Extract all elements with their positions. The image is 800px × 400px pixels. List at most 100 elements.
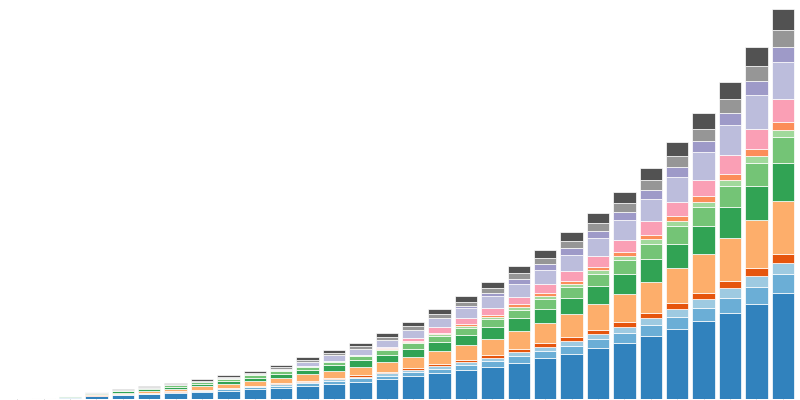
Bar [454, 302, 478, 306]
Bar [613, 274, 636, 294]
Bar [270, 386, 293, 388]
Bar [270, 378, 293, 383]
Bar [349, 377, 372, 378]
Bar [718, 112, 741, 125]
Bar [112, 392, 134, 394]
Bar [349, 349, 372, 355]
Bar [507, 284, 530, 297]
Bar [296, 362, 319, 366]
Bar [217, 391, 240, 399]
Bar [745, 95, 767, 129]
Bar [745, 220, 767, 268]
Bar [402, 326, 425, 330]
Bar [270, 364, 293, 367]
Bar [402, 338, 425, 341]
Bar [560, 354, 583, 399]
Bar [639, 235, 662, 239]
Bar [375, 376, 398, 379]
Bar [322, 384, 346, 399]
Bar [190, 386, 214, 390]
Bar [560, 248, 583, 255]
Bar [375, 362, 398, 372]
Bar [771, 201, 794, 254]
Bar [666, 268, 688, 303]
Bar [375, 355, 398, 362]
Bar [639, 336, 662, 399]
Bar [296, 386, 319, 399]
Bar [112, 391, 134, 392]
Bar [86, 396, 108, 399]
Bar [639, 168, 662, 180]
Bar [534, 264, 557, 270]
Bar [666, 142, 688, 156]
Bar [666, 244, 688, 268]
Bar [613, 252, 636, 256]
Bar [586, 231, 610, 238]
Bar [718, 82, 741, 99]
Bar [560, 255, 583, 271]
Bar [428, 342, 451, 352]
Bar [534, 358, 557, 399]
Bar [349, 355, 372, 356]
Bar [560, 241, 583, 248]
Bar [481, 282, 504, 288]
Bar [217, 388, 240, 389]
Bar [718, 298, 741, 313]
Bar [402, 330, 425, 338]
Bar [270, 383, 293, 384]
Bar [613, 342, 636, 399]
Bar [639, 325, 662, 336]
Bar [718, 156, 741, 174]
Bar [534, 296, 557, 299]
Bar [771, 274, 794, 293]
Bar [666, 156, 688, 167]
Bar [692, 254, 714, 292]
Bar [481, 288, 504, 293]
Bar [428, 366, 451, 369]
Bar [560, 341, 583, 346]
Bar [718, 186, 741, 208]
Bar [428, 318, 451, 327]
Bar [375, 374, 398, 376]
Bar [428, 334, 451, 336]
Bar [771, 122, 794, 130]
Bar [718, 180, 741, 186]
Bar [296, 366, 319, 370]
Bar [586, 286, 610, 304]
Bar [692, 202, 714, 207]
Bar [745, 66, 767, 81]
Bar [745, 276, 767, 287]
Bar [86, 394, 108, 396]
Bar [164, 384, 187, 385]
Bar [349, 378, 372, 382]
Bar [402, 376, 425, 399]
Bar [349, 375, 372, 377]
Bar [322, 365, 346, 371]
Bar [639, 244, 662, 259]
Bar [164, 383, 187, 384]
Bar [296, 357, 319, 360]
Bar [454, 335, 478, 345]
Bar [692, 180, 714, 196]
Bar [454, 324, 478, 326]
Bar [322, 378, 346, 380]
Bar [613, 294, 636, 322]
Bar [243, 378, 266, 381]
Bar [745, 81, 767, 95]
Bar [613, 326, 636, 332]
Bar [771, 130, 794, 137]
Bar [745, 129, 767, 149]
Bar [428, 364, 451, 366]
Bar [375, 340, 398, 347]
Bar [507, 310, 530, 318]
Bar [138, 393, 161, 394]
Bar [507, 363, 530, 399]
Bar [243, 374, 266, 375]
Bar [507, 352, 530, 356]
Bar [454, 296, 478, 302]
Bar [217, 381, 240, 384]
Bar [560, 337, 583, 341]
Bar [138, 387, 161, 388]
Bar [613, 332, 636, 342]
Bar [454, 328, 478, 335]
